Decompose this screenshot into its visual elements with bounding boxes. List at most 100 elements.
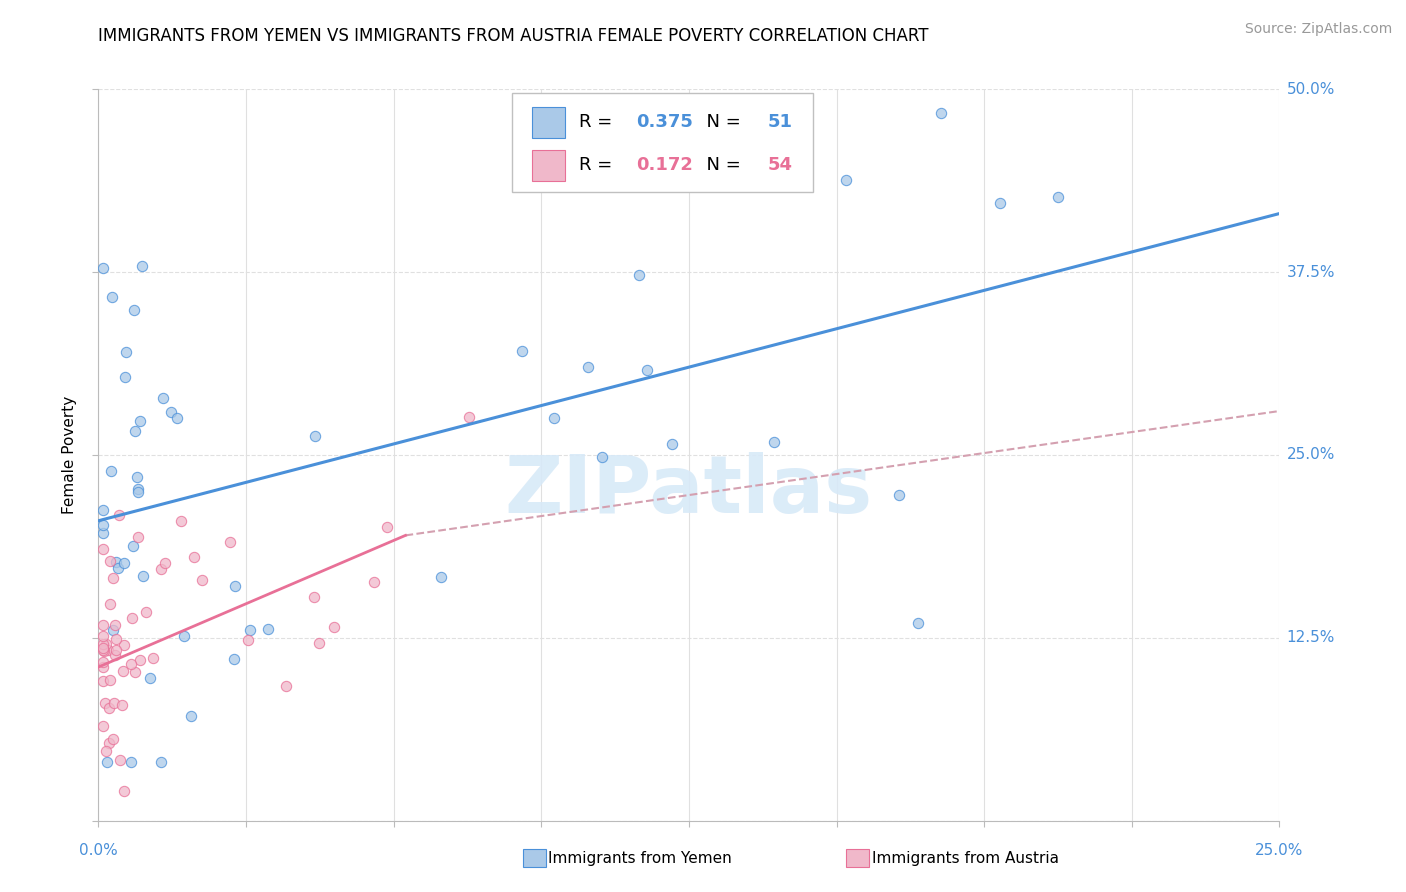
Point — [105, 632, 128, 647]
Point — [96, 637, 118, 651]
Text: N =: N = — [695, 113, 747, 131]
Point — [627, 268, 650, 283]
Point — [104, 617, 127, 632]
Text: 12.5%: 12.5% — [1286, 631, 1334, 645]
Point — [224, 579, 246, 593]
Text: R =: R = — [579, 156, 619, 174]
Point — [149, 562, 172, 576]
Point — [112, 664, 135, 678]
FancyBboxPatch shape — [531, 107, 565, 137]
Point — [835, 172, 858, 186]
Point — [142, 651, 165, 665]
Point — [114, 369, 136, 384]
Point — [257, 622, 280, 636]
Point — [91, 655, 114, 669]
Point — [114, 345, 136, 359]
Point — [121, 539, 143, 553]
Point — [661, 436, 683, 450]
Point — [304, 429, 326, 443]
Point — [224, 652, 246, 666]
Point — [510, 343, 533, 358]
Point — [105, 555, 128, 569]
Point — [239, 623, 262, 637]
Point — [107, 561, 129, 575]
FancyBboxPatch shape — [512, 93, 813, 192]
Point — [1047, 189, 1070, 203]
Point — [131, 260, 153, 274]
Point — [135, 606, 157, 620]
Point — [93, 660, 115, 674]
Point — [323, 620, 346, 634]
Point — [121, 610, 143, 624]
Point — [104, 642, 127, 657]
FancyBboxPatch shape — [531, 150, 565, 180]
Point — [94, 696, 117, 710]
Text: 54: 54 — [768, 156, 793, 174]
Point — [120, 657, 142, 672]
Point — [91, 629, 114, 643]
Point — [139, 671, 162, 685]
Point — [160, 404, 183, 418]
Point — [304, 590, 326, 604]
Point — [666, 111, 689, 125]
Text: 0.172: 0.172 — [636, 156, 693, 174]
Point — [127, 482, 149, 496]
Point — [591, 450, 613, 464]
Point — [103, 623, 125, 637]
Text: ZIPatlas: ZIPatlas — [505, 452, 873, 531]
Y-axis label: Female Poverty: Female Poverty — [62, 396, 77, 514]
Point — [173, 629, 195, 643]
Point — [98, 701, 121, 715]
Point — [103, 697, 125, 711]
Text: 25.0%: 25.0% — [1286, 448, 1334, 462]
Point — [183, 549, 205, 564]
Point — [125, 470, 148, 484]
Text: 0.375: 0.375 — [636, 113, 693, 131]
Point — [120, 755, 142, 769]
Point — [112, 557, 135, 571]
Point — [108, 752, 131, 766]
Text: 51: 51 — [768, 113, 793, 131]
Point — [103, 731, 125, 746]
Point — [180, 709, 202, 723]
Point — [94, 743, 117, 757]
Point — [91, 618, 114, 632]
Point — [308, 636, 330, 650]
Point — [98, 597, 121, 611]
Text: Source: ZipAtlas.com: Source: ZipAtlas.com — [1244, 22, 1392, 37]
Point — [108, 508, 131, 523]
Point — [763, 435, 786, 450]
Point — [91, 525, 114, 540]
Point — [96, 755, 118, 769]
Point — [97, 736, 120, 750]
Point — [101, 290, 124, 304]
Point — [127, 530, 149, 544]
Point — [988, 196, 1011, 211]
Point — [111, 698, 134, 713]
Point — [100, 554, 122, 568]
Point — [576, 359, 599, 374]
Point — [152, 391, 174, 405]
Point — [219, 535, 242, 549]
Point — [276, 679, 298, 693]
Text: IMMIGRANTS FROM YEMEN VS IMMIGRANTS FROM AUSTRIA FEMALE POVERTY CORRELATION CHAR: IMMIGRANTS FROM YEMEN VS IMMIGRANTS FROM… — [98, 27, 929, 45]
Point — [238, 632, 260, 647]
Point — [112, 638, 135, 652]
Point — [122, 302, 145, 317]
Point — [124, 425, 146, 439]
Point — [100, 673, 122, 687]
Point — [636, 363, 658, 377]
Point — [150, 755, 173, 769]
Point — [91, 261, 114, 276]
Point — [458, 410, 481, 425]
Point — [112, 784, 135, 798]
Point — [166, 410, 188, 425]
Point — [103, 571, 125, 585]
Point — [129, 653, 152, 667]
Text: 50.0%: 50.0% — [1286, 82, 1334, 96]
Point — [430, 570, 453, 584]
Point — [375, 519, 398, 533]
Point — [91, 542, 114, 557]
Point — [104, 648, 127, 662]
Text: 0.0%: 0.0% — [79, 843, 118, 858]
